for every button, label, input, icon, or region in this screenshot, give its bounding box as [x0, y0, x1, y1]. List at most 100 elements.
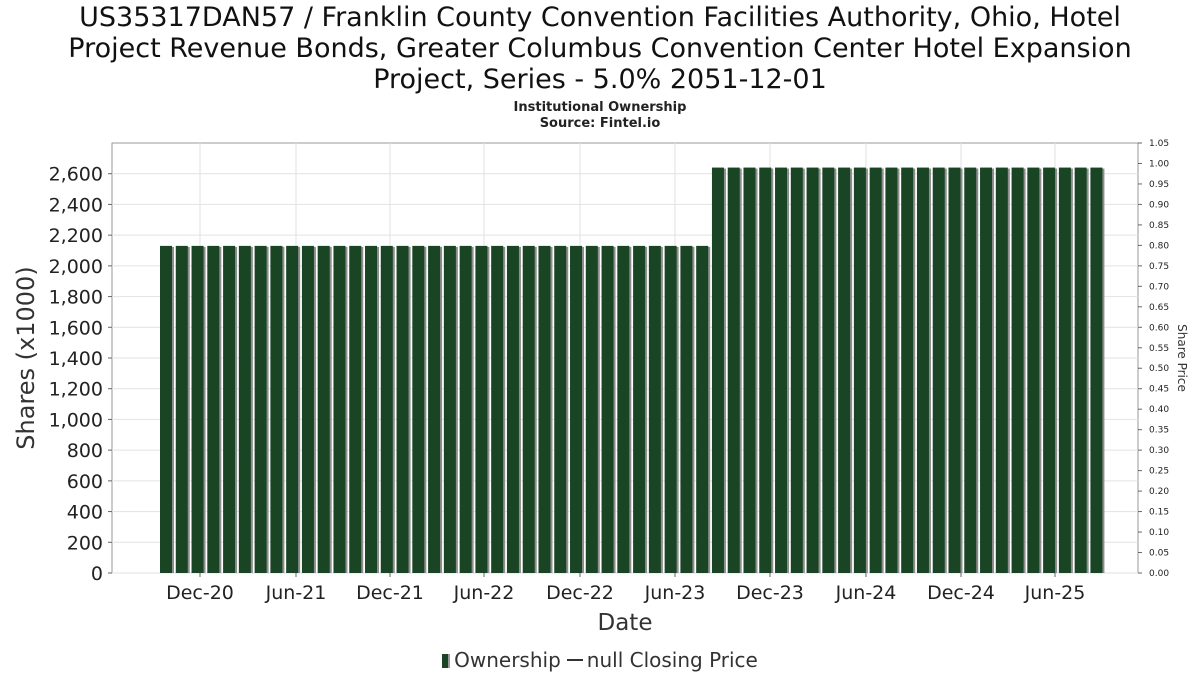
ownership-bar: [601, 245, 614, 573]
y-tick-label: 2,600: [49, 164, 103, 186]
y2-tick-label: 0.25: [1149, 467, 1169, 477]
ownership-bar: [727, 167, 740, 574]
y2-tick-label: 0.50: [1149, 364, 1169, 374]
y-tick-label: 0: [91, 563, 103, 585]
x-tick-label: Dec-24: [927, 582, 995, 604]
ownership-bar: [1074, 167, 1087, 574]
ownership-bar: [822, 167, 835, 574]
legend-label-ownership: Ownership: [454, 648, 561, 672]
ownership-bar: [1027, 167, 1040, 574]
chart-subtitle-line: Source: Fintel.io: [539, 116, 661, 131]
ownership-bar: [964, 167, 977, 574]
ownership-bar: [838, 167, 851, 574]
ownership-bar: [254, 245, 267, 573]
y2-tick-label: 0.35: [1149, 426, 1169, 436]
ownership-bar: [853, 167, 866, 574]
chart-title-line: US35317DAN57 / Franklin County Conventio…: [79, 2, 1121, 33]
ownership-bar: [428, 245, 441, 573]
ownership-bar: [790, 167, 803, 574]
y2-tick-label: 0.90: [1149, 200, 1169, 210]
ownership-bar: [570, 245, 583, 573]
y2-tick-label: 0.80: [1149, 241, 1169, 251]
y-tick-label: 200: [67, 532, 103, 554]
ownership-bar: [585, 245, 598, 573]
ownership-bar: [680, 245, 693, 573]
ownership-bar: [160, 245, 172, 573]
ownership-bar: [301, 245, 314, 573]
x-tick-label: Dec-22: [546, 582, 614, 604]
y-tick-label: 2,000: [49, 256, 103, 278]
y2-tick-label: 1.00: [1149, 159, 1169, 169]
ownership-bar: [475, 245, 488, 573]
y-tick-label: 800: [67, 440, 103, 462]
ownership-bar: [1058, 167, 1071, 574]
y-tick-label: 2,400: [49, 194, 103, 216]
y2-tick-label: 0.00: [1149, 569, 1169, 579]
ownership-bar: [317, 245, 330, 573]
y-tick-label: 1,600: [49, 317, 103, 339]
ownership-bar: [175, 245, 188, 573]
ownership-bar: [980, 167, 993, 574]
ownership-bar: [1043, 167, 1056, 574]
ownership-bar: [333, 245, 346, 573]
y2-tick-label: 0.30: [1149, 446, 1169, 456]
legend-label-closing-price: null Closing Price: [586, 648, 758, 672]
y2-tick-label: 0.95: [1149, 180, 1169, 190]
ownership-bar: [365, 245, 378, 573]
y-tick-label: 600: [67, 471, 103, 493]
y2-tick-label: 0.15: [1149, 508, 1169, 518]
ownership-bar: [380, 245, 393, 573]
ownership-bar: [995, 167, 1008, 574]
ownership-bar: [554, 245, 567, 573]
y2-tick-label: 0.70: [1149, 282, 1169, 292]
ownership-bar: [538, 245, 551, 573]
y2-tick-label: 0.10: [1149, 528, 1169, 538]
x-tick-label: Jun-21: [265, 582, 327, 604]
x-axis-label: Date: [598, 610, 653, 636]
x-tick-label: Dec-20: [166, 582, 234, 604]
ownership-bar: [648, 245, 661, 573]
ownership-bar: [522, 245, 535, 573]
ownership-bar: [506, 245, 519, 573]
y-tick-label: 1,800: [49, 287, 103, 309]
y2-tick-label: 0.85: [1149, 221, 1169, 231]
y2-tick-label: 0.45: [1149, 385, 1169, 395]
legend-swatch-ownership: [442, 654, 451, 668]
ownership-bar: [775, 167, 788, 574]
ownership-bar: [223, 245, 236, 573]
ownership-bar: [412, 245, 425, 573]
x-tick-label: Jun-24: [835, 582, 897, 604]
ownership-bar: [711, 167, 724, 574]
y-tick-label: 1,000: [49, 409, 103, 431]
y-tick-label: 1,200: [49, 379, 103, 401]
ownership-bar: [869, 167, 882, 574]
y2-tick-label: 0.05: [1149, 549, 1169, 559]
ownership-bar: [901, 167, 914, 574]
ownership-bar: [459, 245, 472, 573]
y-tick-label: 400: [67, 502, 103, 524]
ownership-bar: [349, 245, 362, 573]
chart-legend: Ownership null Closing Price: [0, 648, 1200, 672]
chart-subtitle-line: Institutional Ownership: [513, 100, 687, 115]
y2-tick-label: 0.75: [1149, 262, 1169, 272]
ownership-bar: [696, 245, 709, 573]
x-tick-label: Jun-22: [453, 582, 515, 604]
y2-tick-label: 0.65: [1149, 303, 1169, 313]
ownership-bar: [885, 167, 898, 574]
ownership-bar: [948, 167, 961, 574]
y2-tick-label: 1.05: [1149, 139, 1169, 149]
chart-subtitle: Institutional Ownership Source: Fintel.i…: [0, 100, 1200, 132]
ownership-bar: [932, 167, 945, 574]
y2-tick-label: 0.60: [1149, 323, 1169, 333]
y-axis-label: Shares (x1000): [12, 266, 40, 449]
y-tick-label: 2,200: [49, 225, 103, 247]
ownership-bar: [238, 245, 251, 573]
ownership-bar: [191, 245, 204, 573]
ownership-bar: [759, 167, 772, 574]
ownership-bar: [1090, 167, 1103, 574]
ownership-bar: [806, 167, 819, 574]
ownership-bar: [396, 245, 409, 573]
y2-tick-label: 0.40: [1149, 405, 1169, 415]
ownership-bar: [1011, 167, 1024, 574]
